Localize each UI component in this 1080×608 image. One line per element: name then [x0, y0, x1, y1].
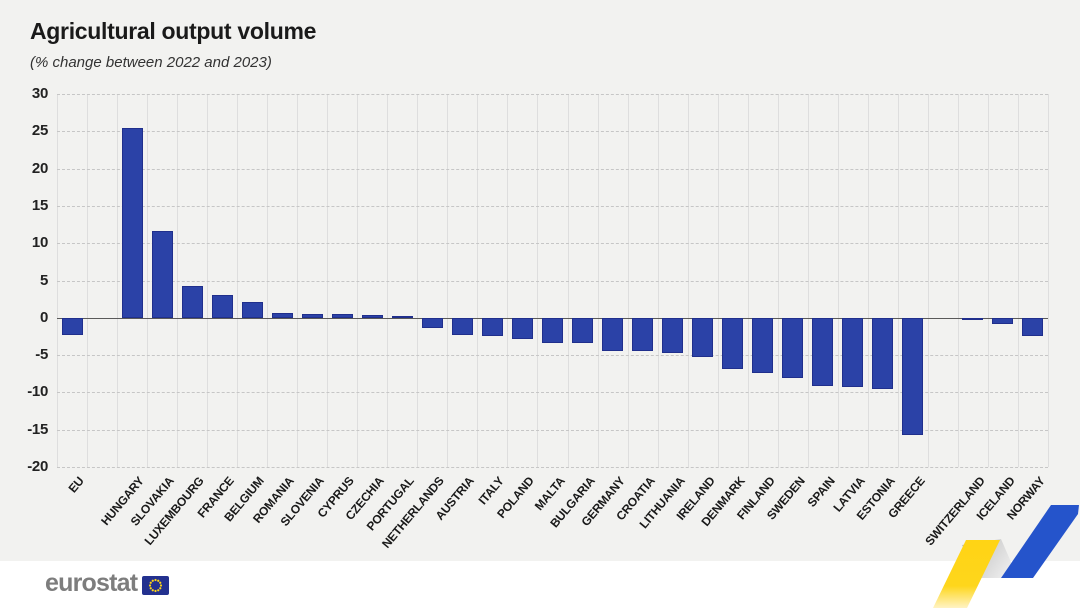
- gridline-h: [57, 429, 1048, 431]
- chart-subtitle: (% change between 2022 and 2023): [30, 54, 272, 71]
- gridline-h: [57, 467, 1048, 468]
- y-tick-label: 5: [39, 271, 48, 289]
- bar-luxembourg: [181, 286, 203, 318]
- y-tick-label: -20: [27, 458, 48, 475]
- eurostat-logo-text: eurostat: [45, 569, 138, 597]
- bar-czechia: [361, 314, 383, 318]
- bar-austria: [451, 317, 473, 335]
- bar-poland: [511, 317, 533, 340]
- bar-sweden: [782, 317, 804, 379]
- bar-croatia: [632, 317, 654, 352]
- bar-ireland: [692, 317, 714, 357]
- y-tick-label: -15: [27, 420, 48, 438]
- bar-germany: [602, 317, 624, 351]
- bar-netherlands: [421, 317, 443, 329]
- gridline-h: [57, 131, 1048, 133]
- bar-chart-plot-area: 30 25 20 15 10 5 0 -5 -10 -15 -20 EU HUNGARY SLOVAKIA…: [27, 85, 1049, 551]
- gridline-h: [57, 168, 1048, 170]
- gridline-v: [1048, 94, 1049, 467]
- gridline-h: [57, 243, 1048, 245]
- bar-malta: [542, 317, 563, 344]
- bar-eu: [61, 317, 83, 335]
- gridline-h: [57, 392, 1048, 394]
- bar-lithuania: [662, 317, 684, 353]
- bar-latvia: [842, 317, 864, 388]
- bar-finland: [752, 317, 774, 373]
- footer-bar: eurostat: [0, 561, 1080, 608]
- bar-italy: [481, 317, 503, 336]
- eurostat-logo: eurostat: [45, 569, 170, 598]
- bar-portugal: [391, 315, 413, 318]
- gridline-h: [57, 205, 1048, 207]
- bar-cyprus: [331, 314, 353, 318]
- bar-norway: [1022, 317, 1044, 337]
- gridline-h: [57, 355, 1048, 357]
- y-tick-label: 20: [31, 159, 48, 177]
- eu-flag-stars: [149, 578, 163, 592]
- ribbon-blue-stripe: [1001, 505, 1079, 578]
- bar-slovenia: [301, 314, 323, 318]
- y-tick-label: 25: [31, 122, 48, 140]
- bar-bulgaria: [572, 317, 594, 344]
- bar-greece: [902, 317, 924, 435]
- chart-title: Agricultural output volume: [30, 18, 317, 44]
- gridline-h: [57, 94, 1048, 95]
- eu-flag-icon: [142, 575, 170, 595]
- bar-slovakia: [151, 231, 173, 318]
- ribbon-yellow-stripe: [933, 540, 1000, 608]
- eurostat-ribbon-decoration: [933, 505, 1079, 608]
- bar-spain: [812, 317, 834, 386]
- bar-switzerland: [962, 317, 984, 321]
- y-tick-label: -10: [27, 383, 48, 401]
- bar-france: [211, 295, 233, 318]
- y-tick-label: 10: [31, 234, 48, 252]
- y-tick-label: -5: [35, 346, 48, 364]
- gridline-h: [57, 280, 1048, 282]
- y-tick-label: 15: [31, 196, 48, 214]
- y-tick-label: 30: [31, 85, 48, 102]
- bar-iceland: [992, 317, 1014, 324]
- bar-estonia: [872, 317, 894, 389]
- bar-hungary: [121, 128, 143, 318]
- bar-belgium: [241, 302, 263, 318]
- bar-denmark: [722, 317, 744, 370]
- y-tick-label: 0: [39, 308, 48, 326]
- bar-romania: [271, 313, 293, 318]
